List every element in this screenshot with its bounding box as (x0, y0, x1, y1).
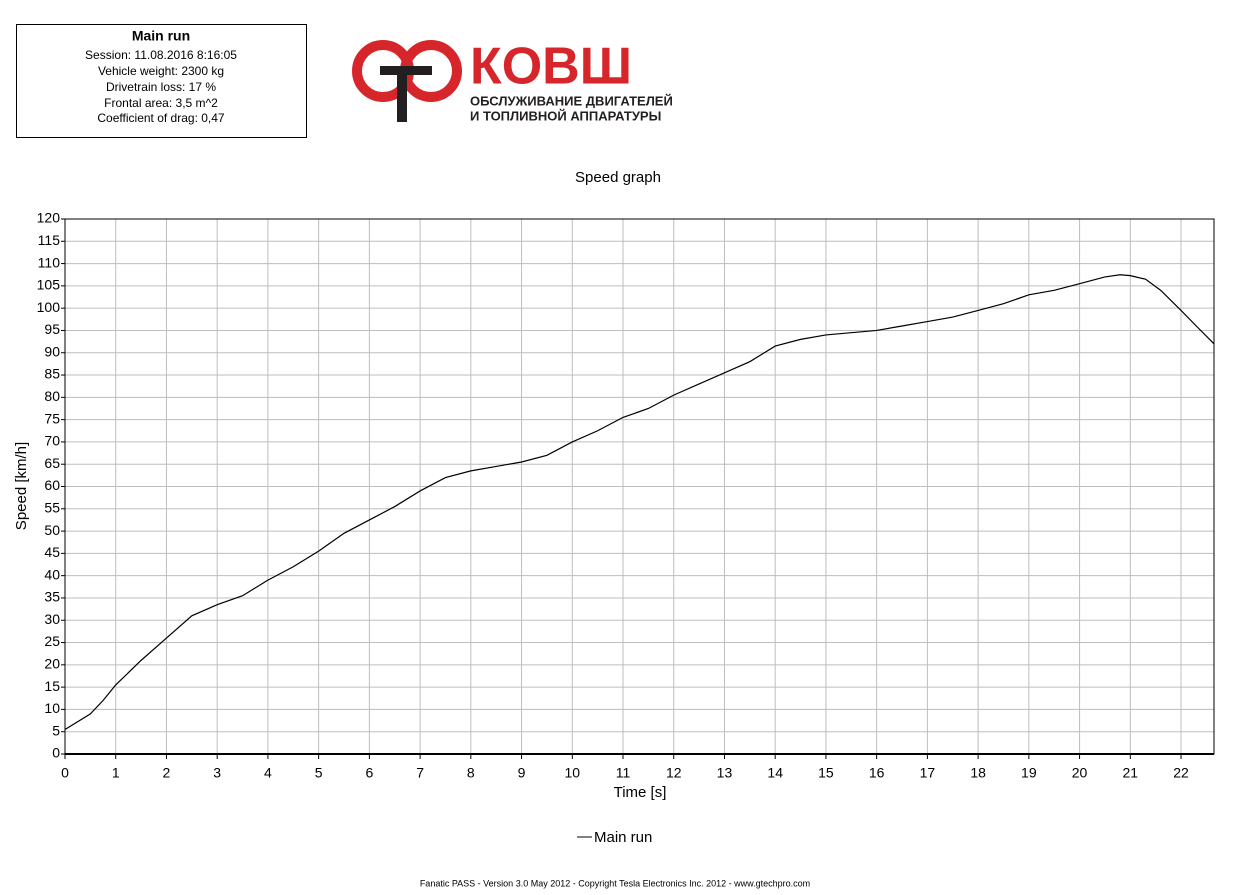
info-line: Vehicle weight: 2300 kg (98, 64, 224, 78)
y-tick-label: 100 (37, 299, 61, 315)
y-axis-label: Speed [km/h] (13, 442, 30, 530)
x-tick-label: 1 (112, 765, 120, 781)
logo-name: КОВШ (470, 38, 632, 96)
x-tick-label: 13 (717, 765, 733, 781)
y-tick-label: 25 (44, 633, 60, 649)
logo-line: ОБСЛУЖИВАНИЕ ДВИГАТЕЛЕЙ (470, 93, 673, 108)
x-tick-label: 7 (416, 765, 424, 781)
x-axis-label: Time [s] (614, 784, 667, 801)
x-tick-label: 2 (163, 765, 171, 781)
y-tick-label: 60 (44, 477, 60, 493)
info-box (16, 24, 307, 138)
x-tick-label: 3 (213, 765, 221, 781)
info-line: Session: 11.08.2016 8:16:05 (85, 48, 237, 62)
y-tick-label: 65 (44, 455, 60, 471)
y-tick-label: 55 (44, 499, 60, 515)
y-tick-label: 95 (44, 321, 60, 337)
x-tick-label: 16 (869, 765, 885, 781)
y-tick-label: 70 (44, 433, 60, 449)
x-tick-label: 15 (818, 765, 834, 781)
y-tick-label: 40 (44, 566, 60, 582)
logo-line: И ТОПЛИВНОЙ АППАРАТУРЫ (470, 108, 661, 123)
y-tick-label: 85 (44, 366, 60, 382)
x-tick-label: 5 (315, 765, 323, 781)
y-tick-label: 120 (37, 210, 61, 226)
x-tick-label: 10 (564, 765, 580, 781)
y-tick-label: 15 (44, 678, 60, 694)
y-tick-label: 20 (44, 656, 60, 672)
y-tick-label: 30 (44, 611, 60, 627)
x-tick-label: 19 (1021, 765, 1037, 781)
x-tick-label: 21 (1123, 765, 1139, 781)
info-line: Drivetrain loss: 17 % (106, 80, 216, 94)
x-tick-label: 4 (264, 765, 272, 781)
info-line: Frontal area: 3,5 m^2 (104, 96, 218, 110)
x-tick-label: 12 (666, 765, 682, 781)
logo-bar (397, 66, 407, 122)
data-line (64, 274, 1215, 730)
y-tick-label: 45 (44, 544, 60, 560)
x-tick-label: 6 (365, 765, 373, 781)
y-tick-label: 110 (38, 254, 61, 270)
legend-label: Main run (594, 829, 652, 846)
info-title: Main run (132, 28, 190, 44)
x-tick-label: 9 (518, 765, 526, 781)
y-tick-label: 75 (44, 410, 60, 426)
y-tick-label: 50 (44, 522, 60, 538)
y-tick-label: 115 (38, 232, 61, 248)
x-tick-label: 14 (767, 765, 783, 781)
x-tick-label: 0 (61, 765, 69, 781)
x-tick-label: 22 (1173, 765, 1189, 781)
logo: КОВШ ОБСЛУЖИВАНИЕ ДВИГАТЕЛЕЙ И ТОПЛИВНОЙ… (352, 38, 673, 123)
y-tick-label: 80 (44, 388, 60, 404)
x-tick-label: 8 (467, 765, 475, 781)
x-tick-label: 18 (970, 765, 986, 781)
y-tick-label: 5 (52, 722, 60, 738)
y-tick-label: 105 (37, 277, 61, 293)
y-tick-label: 90 (44, 343, 60, 359)
info-line: Coefficient of drag: 0,47 (97, 111, 225, 125)
y-tick-label: 10 (44, 700, 60, 716)
chart-title: Speed graph (575, 169, 661, 186)
x-tick-label: 11 (616, 765, 631, 781)
footer: Fanatic PASS - Version 3.0 May 2012 - Co… (420, 878, 810, 888)
y-tick-label: 0 (52, 745, 60, 761)
x-tick-label: 20 (1072, 765, 1088, 781)
y-tick-label: 35 (44, 589, 60, 605)
x-tick-label: 17 (920, 765, 936, 781)
